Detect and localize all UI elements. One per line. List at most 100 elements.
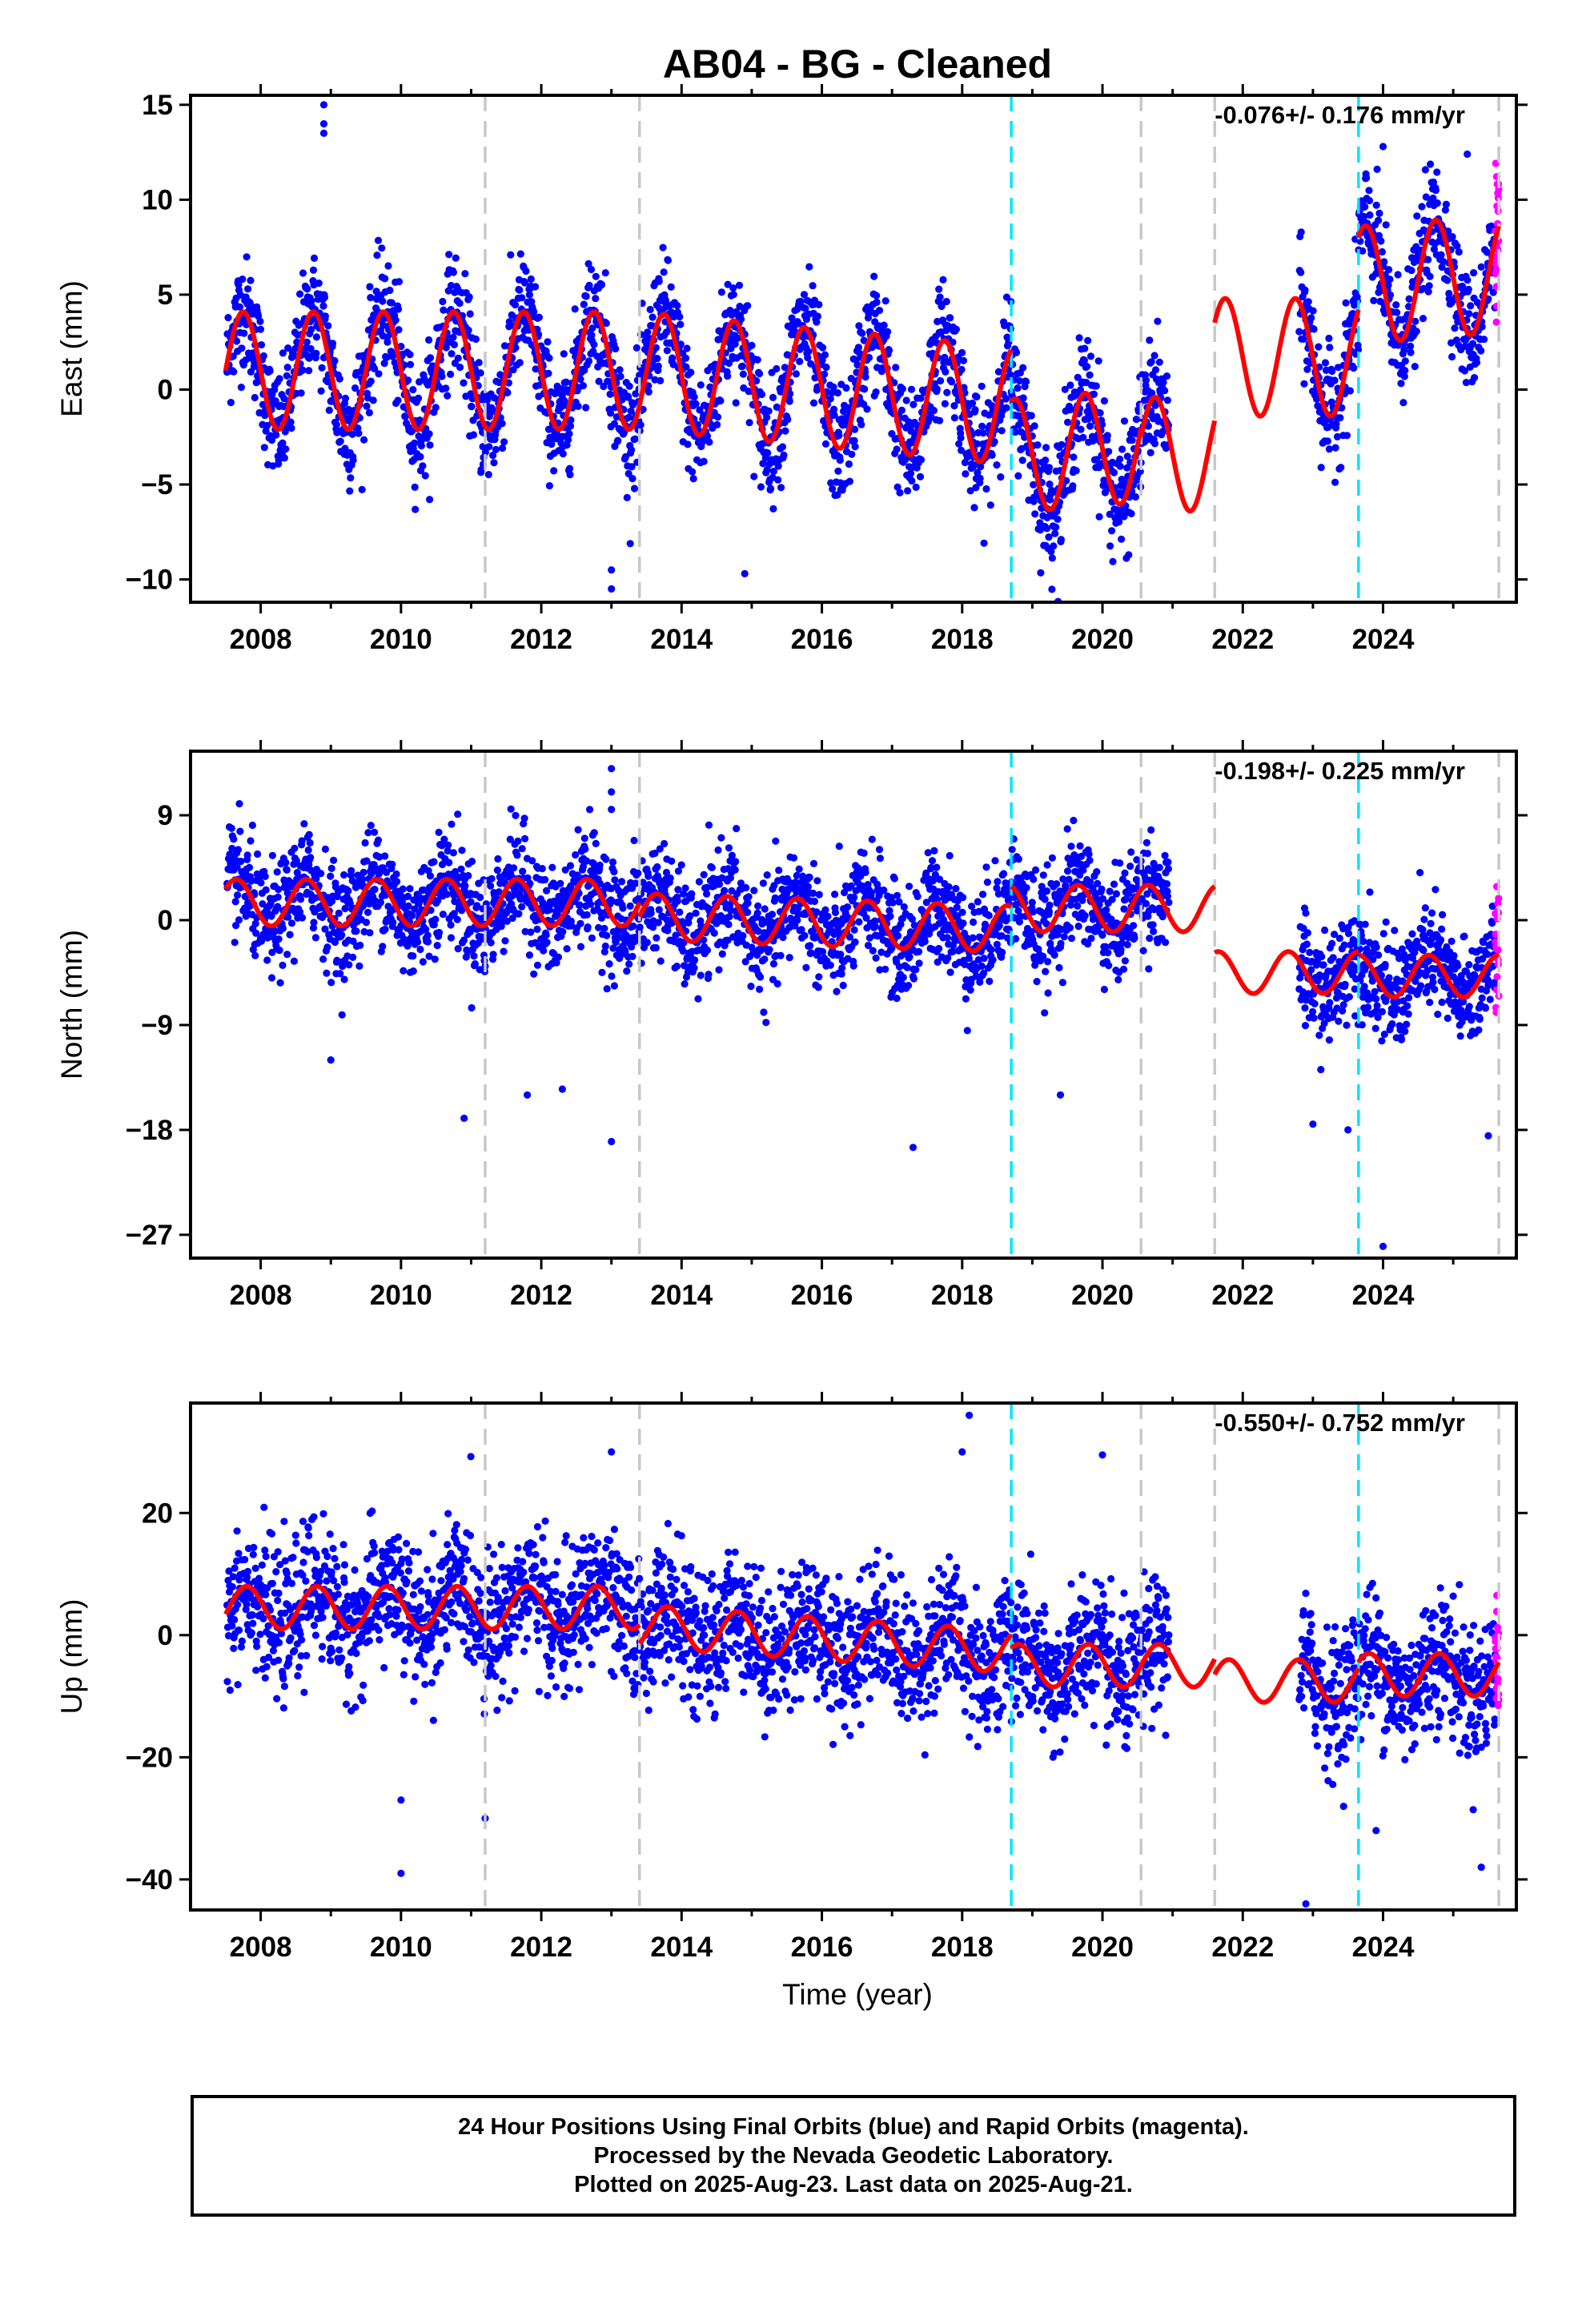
final-orbit-point	[507, 251, 515, 259]
final-orbit-point	[908, 476, 916, 485]
final-orbit-point	[1018, 456, 1026, 464]
final-orbit-point	[327, 979, 335, 987]
final-orbit-point	[275, 947, 283, 955]
final-orbit-point	[399, 885, 407, 893]
final-orbit-point	[998, 427, 1006, 435]
final-orbit-point	[365, 408, 373, 416]
final-orbit-point	[1109, 557, 1117, 565]
final-orbit-point	[872, 388, 880, 396]
final-orbit-point	[1108, 527, 1116, 535]
final-orbit-point	[867, 889, 875, 897]
final-orbit-point	[233, 863, 241, 871]
final-orbit-point	[921, 938, 929, 946]
final-orbit-point	[689, 468, 697, 476]
final-orbit-point	[1433, 168, 1441, 176]
final-orbit-point	[395, 326, 403, 334]
final-orbit-point	[936, 875, 944, 883]
final-orbit-point	[436, 928, 444, 937]
final-orbit-point	[677, 861, 685, 869]
final-orbit-point	[976, 474, 984, 483]
final-orbit-point	[234, 846, 243, 854]
final-orbit-point	[475, 359, 483, 367]
final-orbit-point	[763, 413, 771, 421]
final-orbit-point	[544, 338, 552, 346]
final-orbit-point	[426, 872, 435, 880]
final-orbit-point	[587, 265, 596, 274]
final-orbit-point	[576, 919, 584, 927]
final-orbit-point	[922, 869, 930, 877]
final-orbit-point	[851, 443, 859, 451]
rapid-orbit-point	[1492, 266, 1500, 274]
final-orbit-point	[543, 939, 551, 947]
final-orbit-point	[888, 430, 896, 438]
final-orbit-point	[777, 484, 785, 492]
final-orbit-point	[439, 911, 448, 919]
final-orbit-point	[618, 396, 626, 404]
final-orbit-point	[1413, 212, 1421, 220]
final-orbit-point	[769, 467, 778, 476]
final-orbit-point	[1373, 165, 1381, 173]
final-orbit-point	[563, 945, 571, 953]
final-orbit-point	[789, 854, 798, 862]
final-orbit-point	[718, 950, 726, 958]
final-orbit-point	[884, 328, 892, 336]
final-orbit-point	[256, 317, 264, 325]
final-orbit-point	[796, 357, 804, 365]
final-orbit-point	[893, 483, 901, 491]
final-orbit-point	[942, 368, 950, 376]
final-orbit-point	[1448, 233, 1456, 241]
final-orbit-point	[943, 388, 951, 396]
final-orbit-point	[1002, 404, 1010, 412]
final-orbit-point	[833, 389, 841, 397]
y-tick-label: 10	[142, 184, 173, 215]
final-orbit-point	[229, 352, 237, 360]
final-orbit-point	[1478, 323, 1486, 331]
final-orbit-point	[851, 938, 859, 946]
final-orbit-point	[673, 302, 681, 310]
final-orbit-point	[481, 448, 490, 456]
final-orbit-point	[590, 829, 598, 837]
final-orbit-point	[518, 294, 526, 302]
final-orbit-point	[677, 320, 685, 328]
final-orbit-point	[946, 314, 954, 322]
final-orbit-point	[909, 975, 917, 983]
final-orbit-point	[442, 344, 450, 352]
final-orbit-point	[532, 283, 540, 291]
final-orbit-point	[540, 947, 548, 955]
final-orbit-point	[566, 471, 574, 479]
final-orbit-point	[1425, 282, 1433, 290]
model-fit-line	[223, 309, 488, 432]
final-orbit-point	[327, 872, 335, 880]
final-orbit-point	[424, 931, 432, 939]
final-orbit-point	[572, 850, 580, 859]
final-orbit-point	[1331, 478, 1339, 486]
final-orbit-point	[696, 406, 704, 414]
final-orbit-point	[584, 923, 592, 931]
final-orbit-point	[912, 483, 920, 492]
final-orbit-point	[361, 838, 369, 847]
final-orbit-point	[299, 366, 307, 374]
final-orbit-point	[865, 934, 873, 942]
final-orbit-point	[625, 960, 633, 968]
final-orbit-point	[245, 863, 254, 871]
model-fit-line	[636, 312, 1014, 464]
final-orbit-point	[456, 364, 464, 372]
final-orbit-point	[394, 396, 402, 404]
final-orbit-point	[1382, 221, 1390, 229]
final-orbit-point	[571, 305, 579, 313]
final-orbit-point	[1074, 373, 1082, 381]
final-orbit-point	[580, 366, 588, 374]
final-orbit-point	[315, 279, 323, 287]
final-orbit-point	[744, 899, 752, 907]
x-tick-label: 2022	[1211, 624, 1274, 655]
final-orbit-point	[831, 891, 839, 899]
final-orbit-point	[422, 925, 430, 934]
final-orbit-point	[374, 236, 383, 244]
final-orbit-point	[440, 835, 448, 843]
final-orbit-point	[408, 427, 416, 436]
final-orbit-point	[792, 370, 801, 378]
final-orbit-point	[579, 862, 588, 870]
final-orbit-point	[837, 951, 845, 959]
final-orbit-point	[1058, 440, 1066, 448]
final-orbit-point	[1014, 472, 1022, 480]
